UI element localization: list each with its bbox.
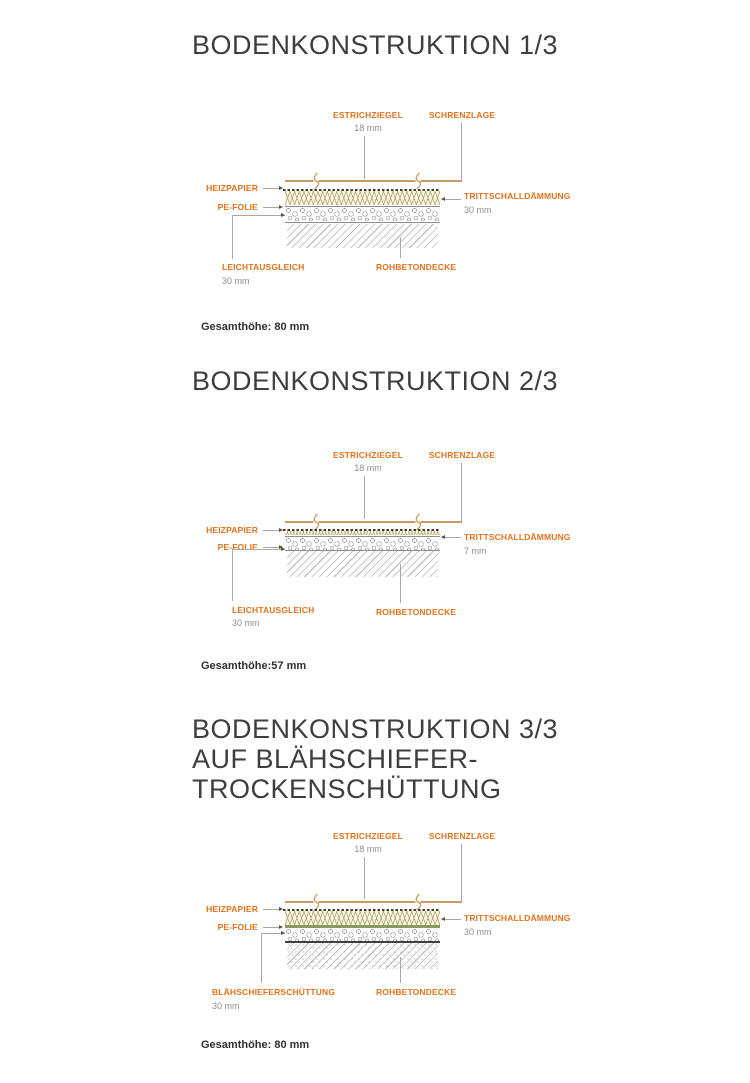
leader-schrenzlage — [461, 844, 462, 901]
break-symbol-icon — [415, 893, 422, 911]
arrowhead-icon — [281, 547, 285, 551]
layer-estrichziegel-screed — [285, 180, 462, 182]
layer-rohbetondecke — [287, 551, 438, 577]
label-leichtausgleich: LEICHTAUSGLEICH — [232, 605, 315, 615]
leader-heizpapier — [263, 530, 281, 531]
total-height-text: Gesamthöhe: 80 mm — [201, 321, 310, 333]
arrowhead-icon — [281, 931, 285, 935]
value-trittschalldaemmung: 30 mm — [464, 205, 492, 215]
layer-heizpapier-dashed-line — [283, 189, 440, 191]
leader-rohbetondecke — [400, 957, 401, 983]
label-trittschalldaemmung: TRITTSCHALLDÄMMUNG — [464, 532, 571, 542]
layer-heizpapier-dashed-line — [283, 529, 440, 531]
leader-rohbetondecke — [400, 564, 401, 603]
section-2-title-line: BODENKONSTRUKTION 2/3 — [192, 366, 559, 396]
label-trittschalldaemmung: TRITTSCHALLDÄMMUNG — [464, 191, 571, 201]
leader-pe-folie — [263, 547, 281, 548]
leader-leichtausgleich-v — [232, 549, 233, 601]
break-symbol-icon — [313, 893, 320, 911]
leader-schrenzlage — [461, 463, 462, 521]
leader-blaehschiefer-v — [261, 933, 262, 983]
label-trittschalldaemmung: TRITTSCHALLDÄMMUNG — [464, 913, 571, 923]
leader-estrichziegel — [364, 136, 365, 179]
label-rohbetondecke: ROHBETONDECKE — [376, 607, 457, 617]
arrowhead-icon — [279, 528, 283, 532]
label-heizpapier: HEIZPAPIER — [206, 904, 258, 914]
section-1-title: BODENKONSTRUKTION 1/3 — [192, 30, 558, 60]
value-estrichziegel: 18 mm — [354, 844, 382, 854]
arrowhead-icon — [441, 917, 445, 921]
arrowhead-icon — [279, 925, 283, 929]
value-leichtausgleich: 30 mm — [232, 618, 260, 628]
leader-pe-folie — [263, 927, 281, 928]
leader-leichtausgleich-h — [232, 215, 285, 216]
label-leichtausgleich: LEICHTAUSGLEICH — [222, 262, 305, 272]
label-pe-folie: PE-FOLIE — [217, 202, 258, 212]
break-symbol-icon — [313, 172, 320, 190]
leader-leichtausgleich-v — [232, 215, 233, 259]
layer-estrichziegel-screed — [285, 521, 462, 523]
section-3-title-line: AUF BLÄHSCHIEFER- — [192, 744, 479, 774]
leader-estrichziegel — [364, 857, 365, 899]
layer-leichtausgleich — [285, 536, 440, 551]
layer-blaehschieferschuettung — [285, 927, 440, 943]
total-height-text: Gesamthöhe:57 mm — [201, 660, 307, 672]
label-schrenzlage: SCHRENZLAGE — [428, 110, 496, 120]
value-trittschalldaemmung: 30 mm — [464, 927, 492, 937]
layer-estrichziegel-screed — [285, 901, 462, 903]
leader-blaehschiefer-h — [261, 933, 285, 934]
leader-leichtausgleich-h — [232, 549, 285, 550]
label-pe-folie: PE-FOLIE — [217, 922, 258, 932]
break-symbol-icon — [415, 172, 422, 190]
section-1-title-line: BODENKONSTRUKTION 1/3 — [192, 30, 559, 60]
arrowhead-icon — [281, 213, 285, 217]
arrowhead-icon — [441, 535, 445, 539]
total-height-text: Gesamthöhe: 80 mm — [201, 1039, 310, 1051]
label-schrenzlage: SCHRENZLAGE — [428, 450, 496, 460]
value-blaehschieferschuettung: 30 mm — [212, 1001, 240, 1011]
arrowhead-icon — [441, 197, 445, 201]
layer-trittschalldaemmung — [285, 911, 440, 927]
leader-rohbetondecke — [400, 237, 401, 258]
label-heizpapier: HEIZPAPIER — [206, 183, 258, 193]
label-heizpapier: HEIZPAPIER — [206, 525, 258, 535]
section-2-title: BODENKONSTRUKTION 2/3 — [192, 366, 558, 396]
arrowhead-icon — [279, 186, 283, 190]
leader-pe-folie — [263, 207, 281, 208]
leader-schrenzlage — [461, 123, 462, 180]
leader-trittschalldaemmung — [445, 537, 461, 538]
leader-trittschalldaemmung — [445, 919, 461, 920]
leader-heizpapier — [263, 188, 281, 189]
section-3-title-line: BODENKONSTRUKTION 3/3 — [192, 714, 559, 744]
value-leichtausgleich: 30 mm — [222, 276, 250, 286]
arrowhead-icon — [279, 907, 283, 911]
layer-rohbetondecke — [287, 224, 438, 248]
label-estrichziegel: ESTRICHZIEGEL — [333, 450, 403, 460]
section-3-title: BODENKONSTRUKTION 3/3 AUF BLÄHSCHIEFER- … — [192, 714, 558, 804]
label-estrichziegel: ESTRICHZIEGEL — [333, 831, 403, 841]
layer-trittschalldaemmung — [285, 191, 440, 205]
label-blaehschieferschuettung: BLÄHSCHIEFERSCHÜTTUNG — [212, 987, 336, 997]
arrowhead-icon — [279, 205, 283, 209]
value-trittschalldaemmung: 7 mm — [464, 546, 487, 556]
layer-leichtausgleich — [285, 206, 440, 223]
label-rohbetondecke: ROHBETONDECKE — [376, 262, 457, 272]
label-estrichziegel: ESTRICHZIEGEL — [333, 110, 403, 120]
label-schrenzlage: SCHRENZLAGE — [428, 831, 496, 841]
label-rohbetondecke: ROHBETONDECKE — [376, 987, 457, 997]
layer-rohbetondecke — [287, 943, 438, 969]
break-symbol-icon — [415, 513, 422, 531]
value-estrichziegel: 18 mm — [354, 123, 382, 133]
section-3-title-line: TROCKENSCHÜTTUNG — [192, 774, 502, 804]
leader-trittschalldaemmung — [445, 199, 461, 200]
layer-trittschalldaemmung — [285, 531, 440, 535]
label-pe-folie: PE-FOLIE — [217, 542, 258, 552]
break-symbol-icon — [313, 513, 320, 531]
leader-heizpapier — [263, 909, 281, 910]
layer-heizpapier-dashed-line — [283, 909, 440, 911]
value-estrichziegel: 18 mm — [354, 463, 382, 473]
leader-estrichziegel — [364, 476, 365, 519]
